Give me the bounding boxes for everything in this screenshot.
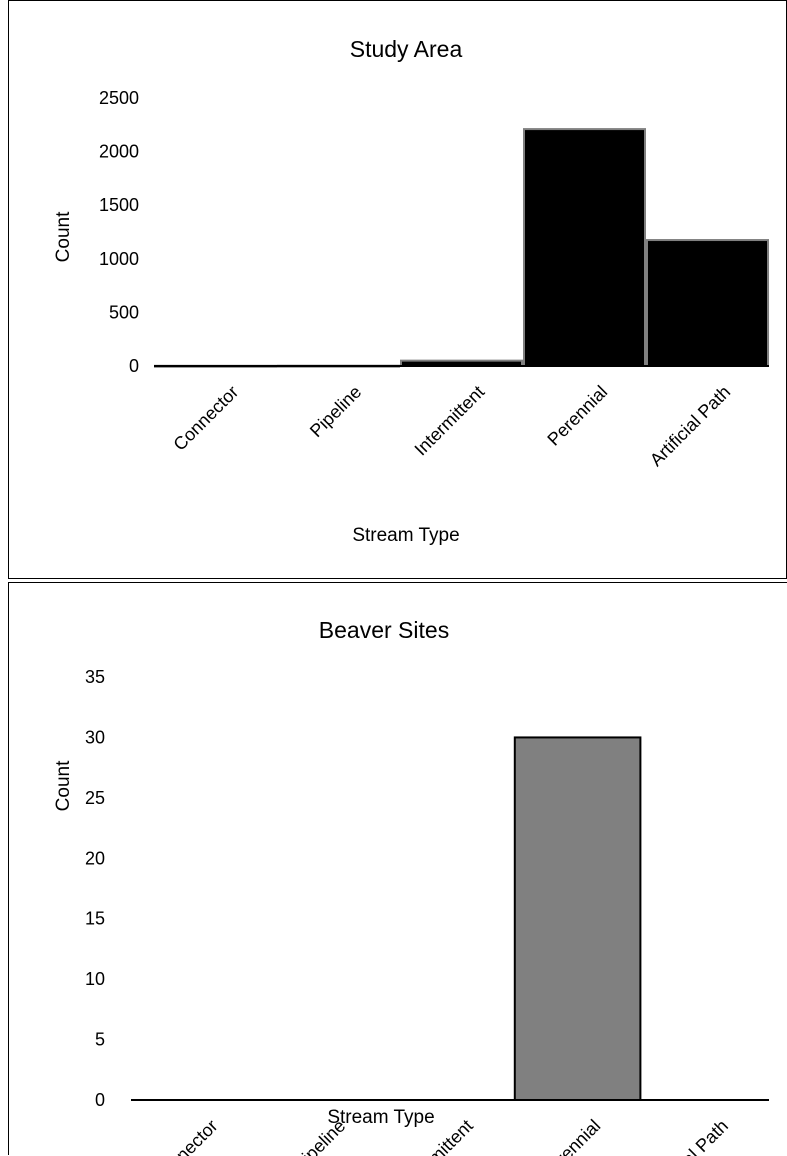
y-tick-label: 2500 — [99, 88, 139, 108]
y-tick-label: 1000 — [99, 249, 139, 269]
beaver-sites-chart: Beaver Sites Count Stream Type 051015202… — [9, 583, 787, 1156]
chart-panel-study-area: Study Area Count Stream Type 0 500 1000 150… — [8, 0, 787, 579]
x-tick-label: Connector — [149, 1116, 222, 1156]
y-tick-label: 0 — [129, 356, 139, 376]
x-tick-label: Pipeline — [290, 1116, 349, 1156]
y-tick-label: 35 — [85, 667, 105, 687]
chart-title: Beaver Sites — [319, 617, 449, 643]
x-axis-label: Stream Type — [352, 525, 459, 546]
bar — [524, 129, 645, 366]
y-tick-label: 5 — [95, 1030, 105, 1050]
x-tick-label: Artificial Path — [644, 1116, 732, 1156]
bar — [515, 737, 641, 1100]
y-tick-label: 20 — [85, 848, 105, 868]
y-tick-label: 10 — [85, 969, 105, 989]
x-tick-label: Intermittent — [411, 382, 489, 460]
y-tick-label: 30 — [85, 727, 105, 747]
y-tick-label: 25 — [85, 788, 105, 808]
x-tick-label: Perennial — [537, 1116, 605, 1156]
y-tick-label: 500 — [109, 302, 139, 322]
chart-title: Study Area — [350, 36, 463, 62]
x-tick-label: Artificial Path — [646, 382, 734, 470]
x-tick-label: Perennial — [543, 382, 611, 450]
y-axis-label: Count — [53, 760, 74, 811]
y-tick-label: 2000 — [99, 142, 139, 162]
study-area-chart: Study Area Count Stream Type 0 500 1000 150… — [9, 1, 787, 580]
y-tick-label: 1500 — [99, 195, 139, 215]
bar — [647, 240, 768, 366]
y-tick-label: 15 — [85, 909, 105, 929]
y-axis-label: Count — [53, 211, 74, 262]
x-tick-label: Connector — [169, 382, 242, 455]
y-tick-label: 0 — [95, 1090, 105, 1110]
chart-panel-beaver-sites: Beaver Sites Count Stream Type 0 5 10 15 20 2… — [8, 582, 787, 1155]
x-tick-label: Pipeline — [306, 382, 365, 441]
